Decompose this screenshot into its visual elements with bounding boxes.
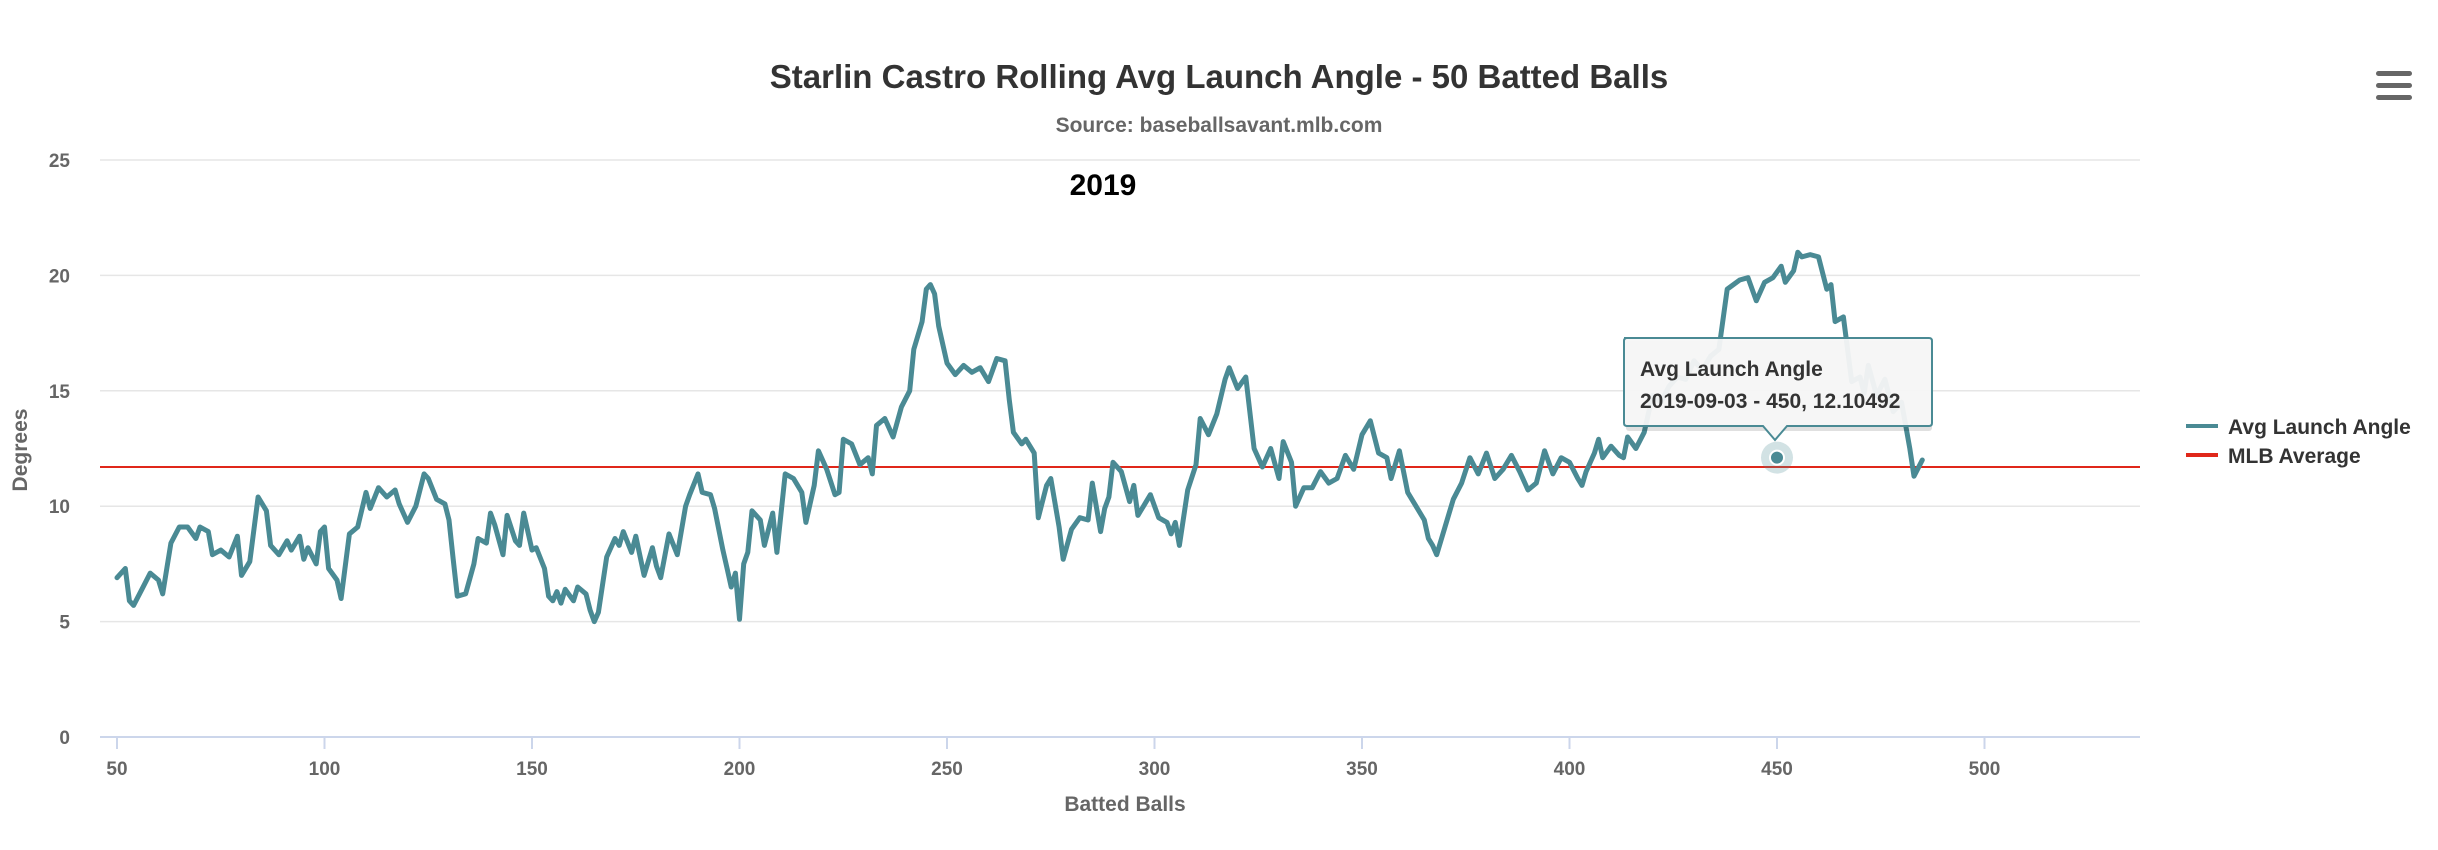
tooltip-box	[1623, 337, 1933, 442]
y-axis-title: Degrees	[9, 409, 32, 492]
y-axis-ticks: 0 5 10 15 20 25	[49, 151, 71, 749]
chart-subtitle: Source: baseballsavant.mlb.com	[1056, 114, 1383, 137]
tooltip-value: 2019-09-03 - 450, 12.10492	[1640, 390, 1900, 413]
y-tick-label: 0	[59, 728, 70, 749]
x-tick-label: 250	[931, 759, 963, 780]
x-axis-ticks: 50 100 150 200 250 300 350 400 450 500	[106, 737, 2000, 780]
year-annotation: 2019	[1070, 169, 1137, 202]
grid-lines	[100, 159, 2140, 623]
x-tick-label: 400	[1554, 759, 1586, 780]
x-tick-label: 450	[1761, 759, 1793, 780]
legend-label-avg-launch-angle: Avg Launch Angle	[2228, 416, 2411, 439]
y-tick-label: 10	[49, 497, 70, 518]
legend-label-mlb-average: MLB Average	[2228, 445, 2361, 468]
x-tick-label: 150	[516, 759, 548, 780]
legend-item-avg-launch-angle[interactable]: Avg Launch Angle	[2186, 416, 2411, 439]
tooltip: Avg Launch Angle 2019-09-03 - 450, 12.10…	[1623, 337, 1933, 442]
chart-title: Starlin Castro Rolling Avg Launch Angle …	[770, 58, 1668, 95]
x-tick-label: 350	[1346, 759, 1378, 780]
hover-point[interactable]	[1769, 449, 1785, 466]
tooltip-series-name: Avg Launch Angle	[1640, 358, 1823, 381]
legend: Avg Launch Angle MLB Average	[2186, 416, 2411, 468]
x-tick-label: 100	[309, 759, 341, 780]
y-tick-label: 25	[49, 151, 71, 172]
y-tick-label: 20	[49, 266, 70, 287]
x-tick-label: 500	[1969, 759, 2001, 780]
x-axis-title: Batted Balls	[1064, 793, 1185, 816]
x-tick-label: 50	[106, 759, 127, 780]
y-tick-label: 15	[49, 382, 71, 403]
x-tick-label: 200	[724, 759, 756, 780]
y-tick-label: 5	[59, 613, 70, 634]
legend-item-mlb-average[interactable]: MLB Average	[2186, 445, 2361, 468]
x-tick-label: 300	[1139, 759, 1171, 780]
avg-launch-angle-line[interactable]	[114, 249, 1925, 625]
hamburger-menu-icon[interactable]	[2370, 66, 2418, 106]
